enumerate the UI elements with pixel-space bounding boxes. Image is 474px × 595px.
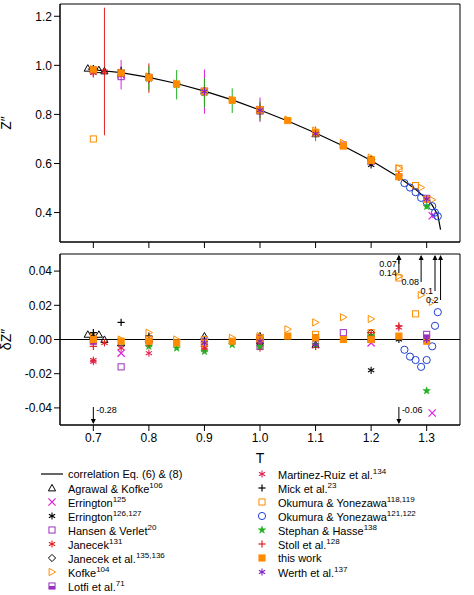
svg-text:Z″: Z″ [8, 116, 14, 130]
svg-text:0.9: 0.9 [196, 431, 213, 445]
svg-text:0.7: 0.7 [85, 431, 102, 445]
html-text:Stephan & Hasse138: Stephan & Hasse138 [278, 523, 377, 537]
html-text:Mick et al.23: Mick et al.23 [278, 481, 337, 495]
svg-text:0.08: 0.08 [402, 277, 420, 287]
html-text:Janecek131: Janecek131 [68, 537, 123, 551]
html-text:this work: this work [278, 552, 322, 564]
svg-text:-0.06: -0.06 [402, 405, 423, 415]
html-text:Errington125: Errington125 [68, 495, 126, 509]
svg-text:1.1: 1.1 [307, 431, 324, 445]
svg-text:T: T [256, 450, 265, 465]
html-text:Martinez-Ruiz et al.134: Martinez-Ruiz et al.134 [278, 467, 387, 481]
html-text:Janecek et al.135,136: Janecek et al.135,136 [68, 551, 165, 565]
svg-text:δZ″: δZ″ [8, 329, 14, 350]
svg-text:0.04: 0.04 [29, 264, 53, 278]
html-text:Agrawal & Kofke106: Agrawal & Kofke106 [68, 481, 163, 495]
svg-text:0.8: 0.8 [141, 431, 158, 445]
svg-text:-0.28: -0.28 [96, 405, 117, 415]
svg-text:1.2: 1.2 [363, 431, 380, 445]
html-text:Lotfi et al.71: Lotfi et al.71 [68, 579, 125, 593]
svg-text:0.02: 0.02 [29, 299, 53, 313]
svg-text:1.0: 1.0 [35, 59, 52, 73]
svg-text:1.2: 1.2 [35, 10, 52, 24]
svg-text:0.00: 0.00 [29, 333, 53, 347]
svg-text:0.8: 0.8 [35, 108, 52, 122]
svg-text:0.2: 0.2 [426, 295, 439, 305]
html-text:Okumura & Yonezawa118,119: Okumura & Yonezawa118,119 [278, 495, 415, 509]
svg-text:0.4: 0.4 [35, 206, 52, 220]
svg-text:1.3: 1.3 [418, 431, 435, 445]
svg-text:1.0: 1.0 [252, 431, 269, 445]
html-text:Errington126,127: Errington126,127 [68, 509, 142, 523]
html-text:Okumura & Yonezawa121,122: Okumura & Yonezawa121,122 [278, 509, 416, 523]
html-text:correlation Eq. (6) & (8): correlation Eq. (6) & (8) [68, 468, 183, 480]
html-text:Hansen & Verlet20: Hansen & Verlet20 [68, 523, 157, 537]
svg-text:0.1: 0.1 [420, 286, 433, 296]
html-text:Stoll et al.128: Stoll et al.128 [278, 537, 340, 551]
svg-text:0.14: 0.14 [379, 268, 397, 278]
html-text:Kofke104: Kofke104 [68, 565, 110, 579]
svg-text:-0.04: -0.04 [25, 401, 53, 415]
svg-text:-0.02: -0.02 [25, 367, 53, 381]
svg-text:0.07: 0.07 [379, 259, 397, 269]
html-text:Werth et al.137: Werth et al.137 [278, 565, 348, 579]
svg-text:0.6: 0.6 [35, 157, 52, 171]
